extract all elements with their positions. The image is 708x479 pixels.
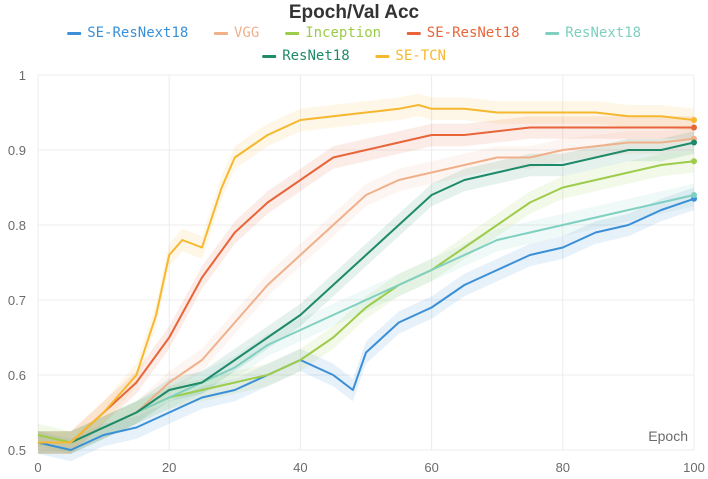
legend-label: SE-TCN <box>395 48 446 64</box>
legend-swatch <box>262 55 277 58</box>
legend-label: Inception <box>305 25 381 41</box>
legend-swatch <box>67 32 82 35</box>
x-axis-label: Epoch <box>648 428 688 444</box>
legend-item[interactable]: SE-TCN <box>375 48 446 64</box>
legend-label: ResNext18 <box>565 25 641 41</box>
y-tick-label: 1 <box>19 68 26 83</box>
series-endpoint <box>691 158 697 165</box>
series-endpoint <box>691 192 697 198</box>
legend-label: SE-ResNext18 <box>87 25 188 41</box>
legend-swatch <box>285 32 300 35</box>
series-line <box>38 104 695 444</box>
series-band <box>38 183 694 454</box>
legend-item[interactable]: ResNext18 <box>545 25 641 41</box>
y-tick-label: 0.9 <box>8 143 26 158</box>
series-line <box>38 126 694 444</box>
x-tick-label: 0 <box>34 460 41 475</box>
series-line <box>38 141 695 444</box>
series-line <box>37 197 695 451</box>
chart-title: Epoch/Val Acc <box>289 2 420 23</box>
legend-swatch <box>545 32 560 35</box>
series-endpoint <box>691 117 697 123</box>
x-tick-label: 100 <box>683 460 705 475</box>
x-tick-label: 20 <box>162 460 176 475</box>
series-lines <box>37 104 695 451</box>
series-endpoints <box>691 117 697 202</box>
series-band <box>38 131 694 454</box>
legend: SE-ResNext18 VGG Inception SE-ResNet18 ResNe… <box>67 25 641 64</box>
legend-swatch <box>406 32 421 35</box>
y-tick-label: 0.5 <box>8 443 26 458</box>
series-band <box>38 116 694 454</box>
series-band <box>38 127 694 454</box>
series-band <box>38 93 694 454</box>
legend-swatch <box>214 32 228 35</box>
series-endpoint <box>691 124 697 131</box>
x-tick-label: 60 <box>424 460 438 475</box>
legend-label: ResNet18 <box>282 48 349 64</box>
x-tick-label: 40 <box>293 460 307 475</box>
series-endpoint <box>691 139 697 146</box>
legend-item[interactable]: Inception <box>285 25 381 41</box>
legend-label: VGG <box>234 25 259 41</box>
series-line <box>38 194 695 444</box>
legend-item[interactable]: ResNet18 <box>262 48 350 64</box>
series-band <box>38 150 694 454</box>
y-tick-label: 0.6 <box>8 368 26 383</box>
legend-label: SE-ResNet18 <box>427 25 520 41</box>
confidence-bands <box>38 93 694 462</box>
x-tick-label: 80 <box>556 460 570 475</box>
y-tick-label: 0.8 <box>8 218 26 233</box>
legend-swatch <box>375 55 390 58</box>
x-axis-ticks: 0 20 40 60 80 100 <box>34 460 704 475</box>
y-tick-label: 0.7 <box>8 293 26 308</box>
y-axis-ticks: 0.5 0.6 0.7 0.8 0.9 1 <box>8 68 26 458</box>
legend-item[interactable]: SE-ResNext18 <box>67 25 188 41</box>
legend-item[interactable]: VGG <box>214 25 259 41</box>
legend-item[interactable]: SE-ResNet18 <box>406 25 520 41</box>
series-line <box>38 137 695 444</box>
